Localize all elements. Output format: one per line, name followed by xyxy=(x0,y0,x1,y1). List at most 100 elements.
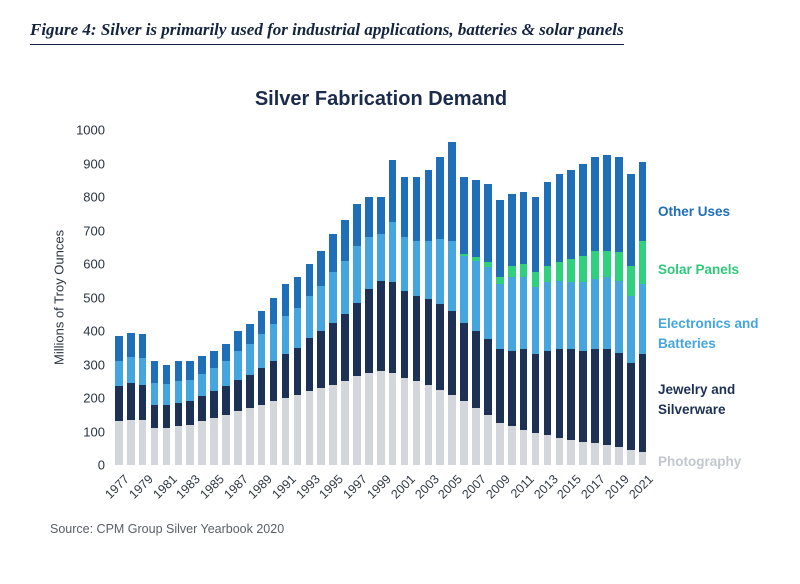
bar-segment xyxy=(567,259,576,283)
bar-segment xyxy=(317,331,325,388)
bar-segment xyxy=(603,155,611,251)
bar-2020 xyxy=(626,130,635,465)
bar-segment xyxy=(305,295,314,338)
bar-segment xyxy=(353,376,361,465)
y-tick-label: 600 xyxy=(83,256,105,272)
bar-1992 xyxy=(293,130,302,465)
x-tick-label: 1979 xyxy=(126,472,156,502)
stacked-bars xyxy=(115,130,647,465)
bar-1996 xyxy=(341,130,349,465)
bar-segment xyxy=(210,391,218,419)
bar-segment xyxy=(210,418,218,465)
x-tick-label: 2007 xyxy=(459,472,489,502)
bar-segment xyxy=(376,371,385,465)
bar-segment xyxy=(115,336,123,362)
bar-segment xyxy=(317,387,325,465)
bar-segment xyxy=(162,364,171,384)
bar-segment xyxy=(245,374,254,409)
bar-segment xyxy=(472,260,480,332)
bar-segment xyxy=(460,176,468,254)
bar-segment xyxy=(293,307,302,348)
bar-segment xyxy=(615,280,623,353)
bar-segment xyxy=(293,277,302,308)
bar-segment xyxy=(615,156,623,253)
bar-segment xyxy=(507,351,516,427)
bar-segment xyxy=(543,434,552,465)
x-tick-label: 2021 xyxy=(626,472,656,502)
bar-segment xyxy=(186,361,195,380)
bar-1997 xyxy=(353,130,361,465)
bar-segment xyxy=(626,295,635,363)
bar-segment xyxy=(603,349,611,445)
bar-2015 xyxy=(567,130,576,465)
bar-2010 xyxy=(507,130,516,465)
bar-segment xyxy=(341,220,349,261)
bar-segment xyxy=(484,267,492,340)
bar-segment xyxy=(353,203,361,246)
bar-1982 xyxy=(174,130,183,465)
bar-segment xyxy=(519,192,528,265)
bar-segment xyxy=(365,237,373,290)
bar-segment xyxy=(603,444,611,465)
bar-segment xyxy=(353,245,361,303)
bar-segment xyxy=(555,280,564,350)
x-tick-label: 2003 xyxy=(412,472,442,502)
bar-2013 xyxy=(543,130,552,465)
bar-2002 xyxy=(412,130,421,465)
bar-segment xyxy=(162,383,171,405)
bar-segment xyxy=(555,262,564,281)
bar-1988 xyxy=(245,130,254,465)
bar-segment xyxy=(305,337,314,392)
bar-2017 xyxy=(591,130,599,465)
bar-segment xyxy=(245,324,254,345)
bar-segment xyxy=(115,361,123,387)
legend-photography: Photography xyxy=(658,454,742,469)
bar-segment xyxy=(472,180,480,258)
bar-segment xyxy=(507,426,516,465)
bar-segment xyxy=(174,381,183,404)
bar-segment xyxy=(448,394,456,465)
y-tick-label: 300 xyxy=(83,357,105,372)
x-tick-label: 2005 xyxy=(435,472,465,502)
bar-segment xyxy=(257,334,266,368)
bar-segment xyxy=(638,161,647,241)
x-tick-label: 2015 xyxy=(554,472,584,502)
y-tick-label: 100 xyxy=(83,424,105,439)
bar-segment xyxy=(234,411,242,465)
bar-segment xyxy=(198,356,206,374)
bar-segment xyxy=(365,197,373,238)
bar-segment xyxy=(234,331,242,352)
bar-segment xyxy=(257,404,266,465)
bar-segment xyxy=(210,367,218,392)
bar-1990 xyxy=(269,130,278,465)
bar-segment xyxy=(531,433,540,465)
y-tick-label: 1000 xyxy=(76,122,105,138)
bar-segment xyxy=(484,414,492,465)
bar-2005 xyxy=(448,130,456,465)
bar-segment xyxy=(555,173,564,263)
bar-segment xyxy=(615,252,623,281)
bar-segment xyxy=(496,284,504,350)
bar-1989 xyxy=(257,130,266,465)
bar-segment xyxy=(234,351,242,380)
bar-segment xyxy=(591,443,599,465)
bar-2011 xyxy=(519,130,528,465)
bar-segment xyxy=(162,404,171,429)
bar-segment xyxy=(126,382,135,420)
bar-segment xyxy=(436,156,445,239)
bar-segment xyxy=(376,233,385,281)
bar-segment xyxy=(567,170,576,259)
bar-segment xyxy=(472,408,480,465)
bar-2000 xyxy=(388,130,397,465)
bar-segment xyxy=(222,344,230,362)
bar-1985 xyxy=(210,130,218,465)
bar-segment xyxy=(591,250,599,280)
bar-segment xyxy=(150,382,159,405)
bar-segment xyxy=(400,290,409,378)
bar-segment xyxy=(186,401,195,425)
y-tick-label: 900 xyxy=(83,156,105,171)
bar-2009 xyxy=(496,130,504,465)
legend: Other Uses Solar Panels Electronics and Ba… xyxy=(658,130,796,490)
bar-segment xyxy=(222,361,230,387)
bar-segment xyxy=(281,315,290,355)
